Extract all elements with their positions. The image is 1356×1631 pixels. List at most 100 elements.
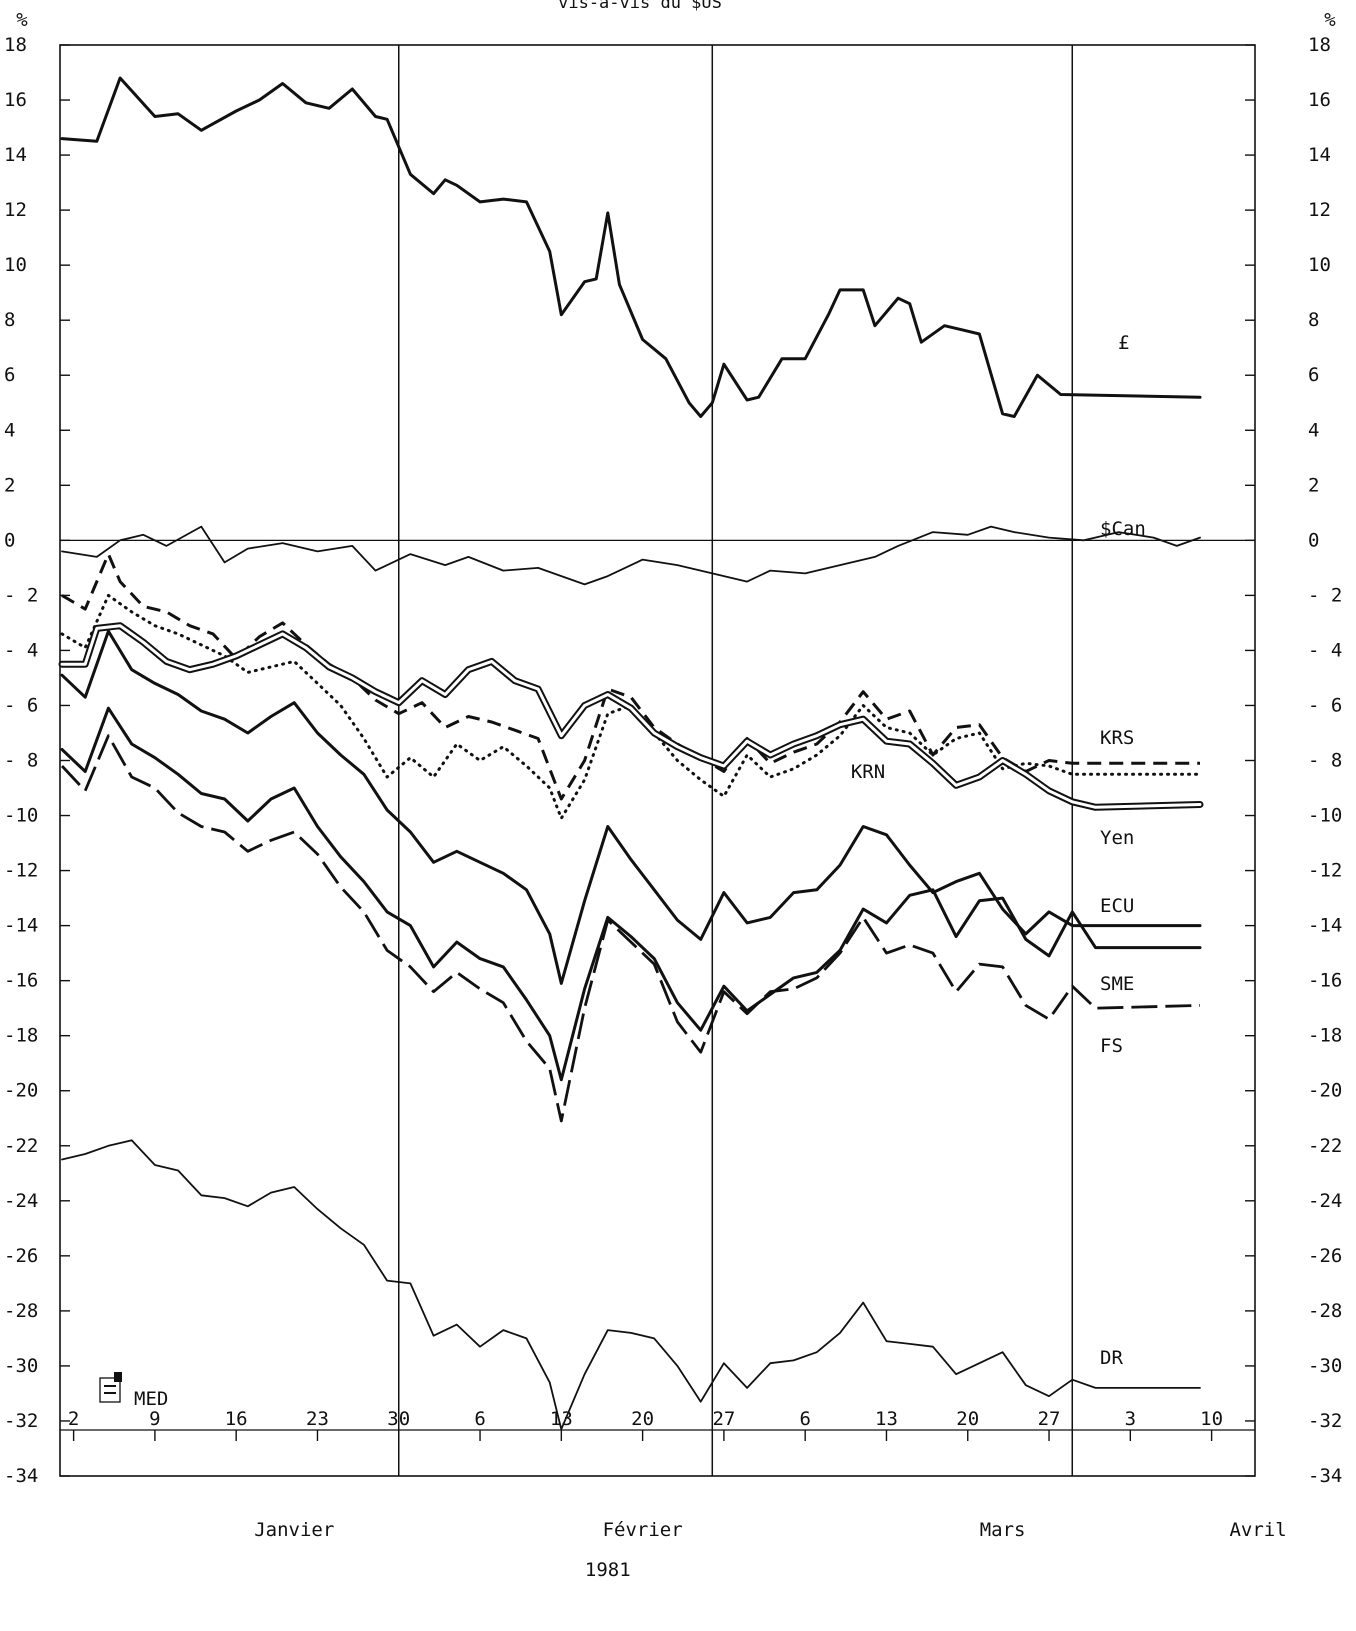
series-line-DR [61, 1139, 1201, 1431]
y-tick-label-right: 10 [1308, 254, 1331, 276]
x-tick-label: 9 [149, 1408, 160, 1430]
month-dividers [398, 45, 1074, 1476]
y-tick-label-right: -14 [1308, 915, 1342, 937]
x-tick-label: 2 [68, 1408, 79, 1430]
y-tick-label-left: -30 [4, 1355, 38, 1377]
y-tick-label-left: -10 [4, 805, 38, 827]
y-tick-label-right: -28 [1308, 1300, 1342, 1322]
y-tick-label-left: - 8 [4, 750, 38, 772]
y-tick-label-left: -14 [4, 915, 38, 937]
x-tick-label: 6 [474, 1408, 485, 1430]
y-tick-label-right: -18 [1308, 1025, 1342, 1047]
y-tick-label-left: - 2 [4, 584, 38, 606]
y-tick-label-left: -26 [4, 1245, 38, 1267]
y-tick-label-left: -32 [4, 1410, 38, 1432]
y-tick-label-right: - 8 [1308, 750, 1342, 772]
y-tick-label-right: -22 [1308, 1135, 1342, 1157]
y-tick-label-right: -10 [1308, 805, 1342, 827]
series-line-Can [61, 525, 1201, 586]
y-tick-label-left: -28 [4, 1300, 38, 1322]
y-tick-label-right: -32 [1308, 1410, 1342, 1432]
y-tick-label-left: 12 [4, 199, 27, 221]
x-tick-label: 23 [306, 1408, 329, 1430]
y-axes: % % -34 -34 -32 -32 -30 -30 -28 -28 -26 -26 -24 -24 -2… [4, 9, 1342, 1487]
y-tick-label-right: 4 [1308, 419, 1319, 441]
header-fragment: vis-à-vis du $US [558, 0, 722, 13]
y-tick-label-right: -12 [1308, 860, 1342, 882]
y-tick-label-left: -16 [4, 970, 38, 992]
y-tick-label-right: 16 [1308, 89, 1331, 111]
y-tick-label-right: 0 [1308, 529, 1319, 551]
series-line-KRS [61, 552, 1200, 801]
x-tick-label: 27 [1038, 1408, 1061, 1430]
y-tick-label-left: - 6 [4, 694, 38, 716]
y-tick-label-left: 14 [4, 144, 27, 166]
series-line-FS [60, 734, 1201, 1123]
y-unit-right: % [1324, 9, 1336, 31]
month-label: Avril [1229, 1519, 1286, 1541]
plot-frame [59, 44, 1256, 1477]
x-tick-label: 10 [1200, 1408, 1223, 1430]
x-tick-label: 13 [875, 1408, 898, 1430]
y-tick-label-left: -18 [4, 1025, 38, 1047]
y-unit-left: % [16, 9, 28, 31]
series-line-KRN [60, 593, 1202, 820]
y-tick-label-left: 10 [4, 254, 27, 276]
y-tick-label-left: -24 [4, 1190, 38, 1212]
y-tick-label-left: 4 [4, 419, 15, 441]
series-label: KRS [1100, 727, 1134, 749]
y-tick-label-right: 18 [1308, 34, 1331, 56]
x-tick-label: 20 [631, 1408, 654, 1430]
y-tick-label-right: -20 [1308, 1080, 1342, 1102]
x-tick-label: 3 [1125, 1408, 1136, 1430]
series-line-pound [60, 76, 1202, 418]
y-tick-label-right: -30 [1308, 1355, 1342, 1377]
y-tick-label-right: -24 [1308, 1190, 1342, 1212]
series-line-SME [60, 706, 1202, 1082]
series-lines [58, 76, 1204, 1431]
y-tick-label-left: 18 [4, 34, 27, 56]
series-label: £ [1118, 332, 1129, 354]
month-label: Janvier [254, 1519, 334, 1541]
series-label: $Can [1100, 518, 1146, 540]
y-tick-label-left: -22 [4, 1135, 38, 1157]
series-labels: £ $Can KRS KRN Yen ECU SME FS DR [851, 332, 1146, 1369]
series-label: KRN [851, 761, 885, 783]
series-label: DR [1100, 1347, 1123, 1369]
y-tick-label-left: -12 [4, 860, 38, 882]
x-tick-label: 16 [225, 1408, 248, 1430]
y-tick-label-right: - 2 [1308, 584, 1342, 606]
y-tick-label-right: 8 [1308, 309, 1319, 331]
series-line-Yen-inner [60, 624, 1202, 809]
y-tick-label-left: 0 [4, 529, 15, 551]
y-tick-label-left: - 4 [4, 639, 38, 661]
y-tick-label-right: -34 [1308, 1465, 1342, 1487]
logo-flag [114, 1372, 122, 1382]
logo-box [99, 1377, 121, 1403]
logo-text: MED [134, 1388, 168, 1410]
x-tick-label: 30 [387, 1408, 410, 1430]
y-tick-label-left: 6 [4, 364, 15, 386]
x-tick-label: 20 [956, 1408, 979, 1430]
month-label: Mars [980, 1519, 1026, 1541]
series-label: ECU [1100, 895, 1134, 917]
y-tick-label-right: 14 [1308, 144, 1331, 166]
y-tick-label-right: - 4 [1308, 639, 1342, 661]
y-tick-label-left: 16 [4, 89, 27, 111]
y-tick-label-left: -34 [4, 1465, 38, 1487]
month-label: Février [603, 1519, 683, 1541]
x-tick-label: 27 [712, 1408, 735, 1430]
series-label: SME [1100, 973, 1134, 995]
med-logo: MED [99, 1372, 168, 1410]
year-label: 1981 [585, 1559, 631, 1581]
y-tick-label-right: -26 [1308, 1245, 1342, 1267]
y-tick-label-right: 12 [1308, 199, 1331, 221]
y-tick-label-left: -20 [4, 1080, 38, 1102]
y-tick-label-left: 2 [4, 474, 15, 496]
series-label: Yen [1100, 827, 1134, 849]
y-tick-label-left: 8 [4, 309, 15, 331]
x-tick-label: 6 [799, 1408, 810, 1430]
series-label: FS [1100, 1035, 1123, 1057]
